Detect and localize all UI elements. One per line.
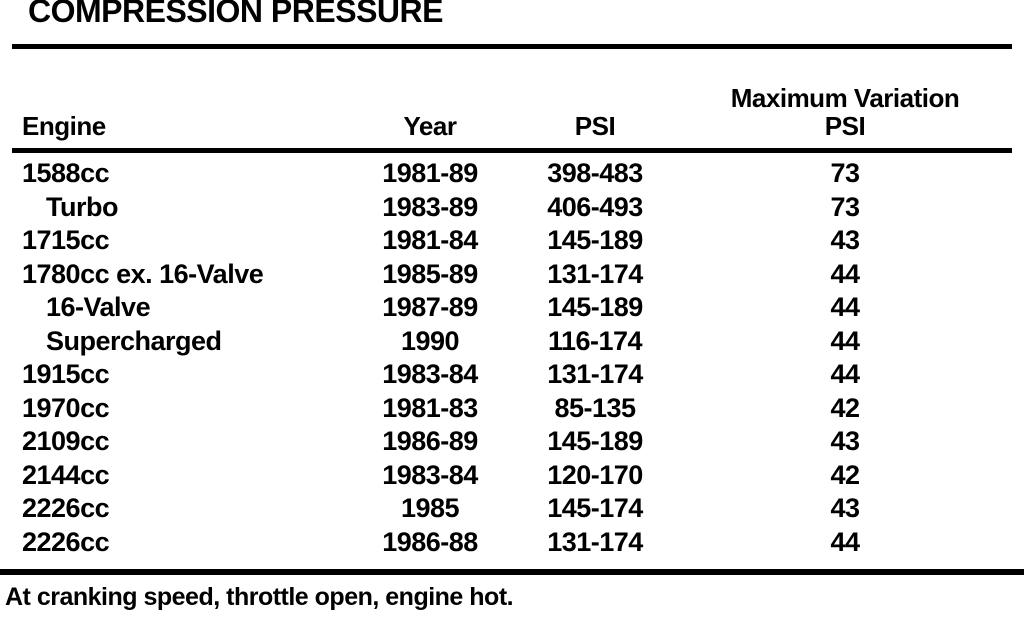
engine-cell: Supercharged: [46, 325, 222, 356]
max-variation-cell: 42: [830, 459, 860, 490]
year-cell: 1985-89: [382, 258, 478, 289]
engine-cell: 2226cc: [22, 526, 110, 557]
engine-cell: 16-Valve: [46, 292, 151, 322]
max-variation-cell: 44: [830, 258, 860, 289]
table-row: Turbo 1983-89 406-493 73: [0, 191, 1024, 225]
max-variation-cell: 44: [830, 526, 860, 557]
table-header-row: Engine Year PSI Maximum Variation PSI: [0, 78, 1024, 142]
year-cell: 1990: [400, 325, 460, 356]
max-variation-cell: 44: [830, 359, 860, 389]
column-header-max-variation-line1: Maximum Variation: [730, 83, 960, 114]
year-cell: 1987-89: [382, 292, 478, 322]
max-variation-cell: 73: [830, 158, 860, 188]
max-variation-cell: 44: [830, 292, 860, 322]
year-cell: 1983-84: [382, 459, 478, 490]
column-header-max-variation: Maximum Variation PSI: [680, 85, 1010, 142]
engine-cell: 2109cc: [22, 426, 110, 456]
column-header-year: Year: [403, 110, 457, 141]
engine-cell: 1715cc: [22, 225, 110, 255]
psi-cell: 85-135: [554, 392, 636, 423]
psi-cell: 145-189: [547, 292, 643, 322]
psi-cell: 131-174: [547, 258, 643, 289]
column-header-psi: PSI: [574, 110, 616, 141]
year-cell: 1981-83: [382, 392, 478, 423]
table-row: 2226cc 1986-88 131-174 44: [0, 526, 1024, 560]
year-cell: 1986-88: [382, 526, 478, 557]
engine-cell: 1588cc: [22, 158, 110, 188]
table-row: 2109cc 1986-89 145-189 43: [0, 425, 1024, 459]
psi-cell: 131-174: [547, 359, 643, 389]
max-variation-cell: 43: [830, 426, 860, 456]
year-cell: 1986-89: [382, 426, 478, 456]
table-bottom-rule: [0, 569, 1024, 575]
psi-cell: 120-170: [547, 459, 643, 490]
engine-cell: Turbo: [46, 191, 118, 222]
column-header-engine: Engine: [22, 110, 106, 141]
table-row: 1970cc 1981-83 85-135 42: [0, 392, 1024, 426]
year-cell: 1981-89: [382, 158, 478, 188]
table-row: 2144cc 1983-84 120-170 42: [0, 459, 1024, 493]
engine-cell: 2226cc: [22, 493, 110, 523]
psi-cell: 398-483: [547, 158, 643, 188]
table-row: Supercharged 1990 116-174 44: [0, 325, 1024, 359]
engine-cell: 1780cc ex. 16-Valve: [22, 258, 264, 289]
max-variation-cell: 43: [830, 225, 860, 255]
year-cell: 1981-84: [382, 225, 478, 255]
max-variation-cell: 44: [830, 325, 860, 356]
header-divider-rule: [12, 148, 1012, 153]
table-row: 1780cc ex. 16-Valve 1985-89 131-174 44: [0, 258, 1024, 292]
max-variation-cell: 43: [830, 493, 860, 523]
page-title: COMPRESSION PRESSURE: [28, 0, 443, 29]
title-divider-rule: [12, 44, 1012, 49]
psi-cell: 145-189: [547, 426, 643, 456]
psi-cell: 131-174: [547, 526, 643, 557]
psi-cell: 116-174: [547, 325, 643, 356]
year-cell: 1983-89: [382, 191, 478, 222]
year-cell: 1985: [400, 493, 460, 523]
table-row: 2226cc 1985 145-174 43: [0, 492, 1024, 526]
year-cell: 1983-84: [382, 359, 478, 389]
column-header-max-variation-line2: PSI: [824, 110, 866, 141]
engine-cell: 1970cc: [22, 392, 110, 423]
psi-cell: 406-493: [547, 191, 643, 222]
table-row: 1715cc 1981-84 145-189 43: [0, 224, 1024, 258]
engine-cell: 2144cc: [22, 459, 110, 490]
table-body: 1588cc 1981-89 398-483 73 Turbo 1983-89 …: [0, 157, 1024, 559]
table-row: 1588cc 1981-89 398-483 73: [0, 157, 1024, 191]
footnote: At cranking speed, throttle open, engine…: [5, 583, 514, 611]
table-row: 16-Valve 1987-89 145-189 44: [0, 291, 1024, 325]
engine-cell: 1915cc: [22, 359, 110, 389]
psi-cell: 145-189: [547, 225, 643, 255]
max-variation-cell: 73: [830, 191, 860, 222]
table-row: 1915cc 1983-84 131-174 44: [0, 358, 1024, 392]
max-variation-cell: 42: [830, 392, 860, 423]
psi-cell: 145-174: [547, 493, 643, 523]
